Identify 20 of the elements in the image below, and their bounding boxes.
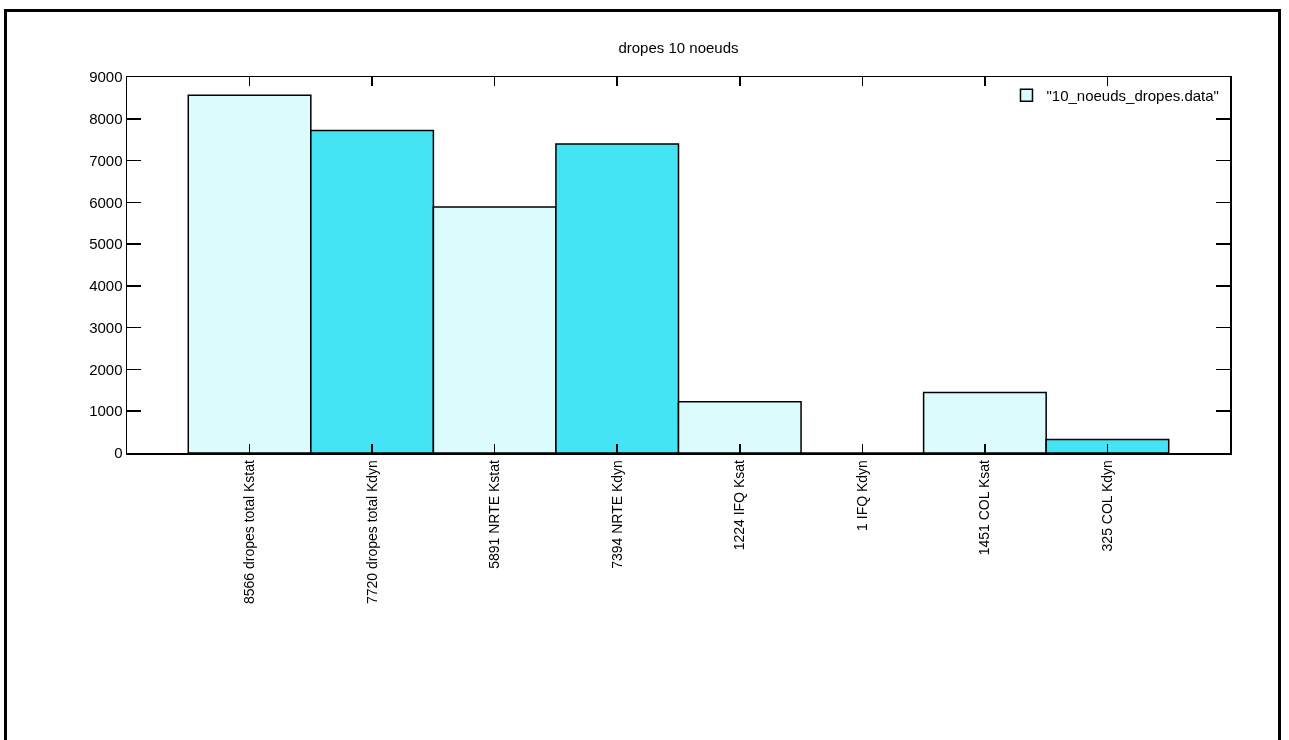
y-tick-label: 1000 [89, 402, 123, 420]
x-tick-label: 1451 COL Ksat [976, 460, 993, 556]
y-tick-label: 0 [114, 444, 123, 462]
x-tick-label: 1224 IFQ Ksat [731, 460, 748, 551]
y-tick-label: 4000 [89, 277, 123, 295]
x-tick-label: 325 COL Kdyn [1098, 460, 1115, 552]
x-tick-label: 7394 NRTE Kdyn [608, 460, 625, 569]
y-tick-label: 9000 [89, 68, 123, 86]
x-tick-label: 7720 dropes total Kdyn [363, 460, 380, 605]
x-tick-label: 5891 NRTE Kstat [486, 459, 503, 569]
y-tick-label: 6000 [89, 193, 123, 211]
x-tick-label: 1 IFQ Kdyn [853, 460, 870, 531]
y-tick-label: 3000 [89, 318, 123, 336]
x-tick-label: 8566 dropes total Kstat [241, 460, 258, 605]
chart-title: dropes 10 noeuds [618, 39, 739, 57]
y-tick-label: 5000 [89, 235, 123, 253]
y-tick-label: 2000 [89, 360, 123, 378]
y-tick-label: 8000 [89, 110, 123, 128]
y-tick-label: 7000 [89, 151, 123, 169]
legend-label: "10_noeuds_dropes.data" [1046, 86, 1219, 104]
